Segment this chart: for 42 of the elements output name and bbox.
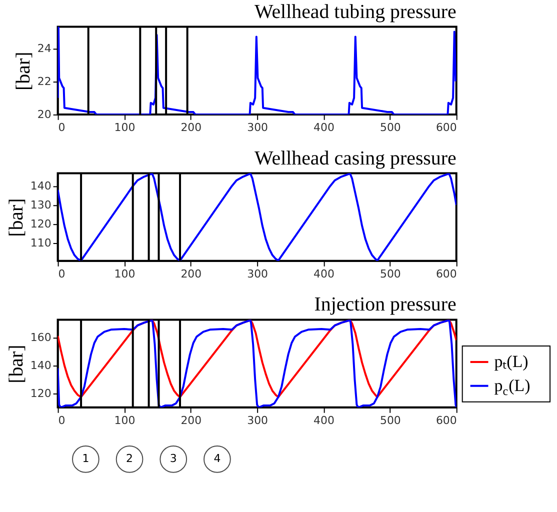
chart-title: Injection pressure	[314, 294, 457, 316]
y-tick-label: 160	[30, 330, 52, 344]
y-tick-label: 120	[30, 387, 52, 400]
x-tick-label: 300	[247, 414, 268, 427]
y-tick-label: 22	[37, 74, 52, 88]
x-tick-label: 300	[247, 267, 268, 280]
y-tick-label: 140	[30, 358, 52, 372]
x-tick-label: 600	[436, 414, 457, 427]
x-tick-label: 200	[180, 120, 202, 134]
x-tick-label: 400	[314, 120, 334, 134]
y-tick-label: 120	[30, 217, 52, 230]
text: 1	[82, 452, 90, 466]
y-tick-label: 24	[37, 42, 52, 55]
y-tick-label: 130	[30, 198, 52, 212]
x-tick-label: 0	[58, 267, 66, 280]
y-tick-label: 20	[37, 108, 52, 121]
x-tick-label: 600	[436, 267, 457, 280]
chart-title: Wellhead tubing pressure	[254, 0, 457, 23]
y-axis-title: [bar]	[5, 198, 28, 237]
x-tick-label: 100	[114, 120, 136, 134]
x-tick-label: 500	[380, 120, 401, 134]
x-tick-label: 400	[314, 414, 334, 427]
text: 3	[170, 452, 177, 466]
y-axis-title: [bar]	[5, 344, 28, 384]
x-tick-label: 0	[58, 414, 66, 427]
x-tick-label: 300	[247, 120, 268, 134]
y-tick-label: 140	[30, 180, 52, 193]
y-axis-title: [bar]	[12, 52, 34, 90]
chart-title: Wellhead casing pressure	[254, 147, 457, 170]
x-tick-label: 400	[314, 267, 334, 280]
x-tick-label: 200	[180, 414, 202, 427]
text: 4	[214, 452, 221, 466]
x-tick-label: 200	[180, 267, 202, 280]
x-tick-label: 100	[114, 414, 136, 427]
x-tick-label: 500	[380, 267, 401, 280]
x-tick-label: 500	[380, 414, 401, 427]
text: 2	[126, 452, 134, 466]
x-tick-label: 100	[114, 267, 136, 280]
y-tick-label: 110	[30, 236, 52, 250]
x-tick-label: 0	[58, 120, 66, 134]
x-tick-label: 600	[436, 120, 457, 134]
legend-label: pₜ(L)	[494, 352, 528, 371]
